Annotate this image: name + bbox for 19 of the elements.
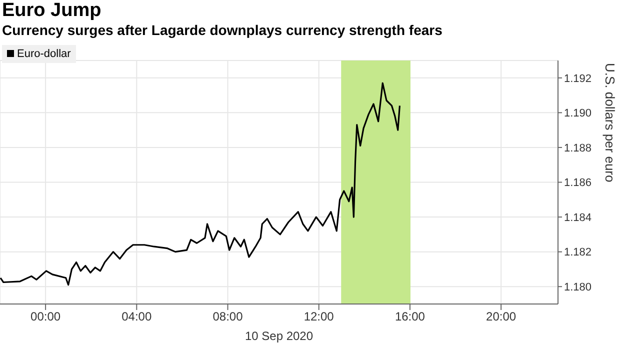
x-tick-label: 00:00	[30, 310, 61, 324]
y-tick-label: 1.190	[564, 108, 592, 120]
line-series	[0, 82, 401, 286]
x-tick-label: 12:00	[304, 310, 334, 324]
y-tick-label: 1.186	[564, 177, 592, 190]
legend-label: Euro-dollar	[16, 48, 71, 60]
x-tick-label: 04:00	[122, 310, 152, 324]
y-tick-label: 1.184	[564, 212, 592, 224]
chart-title: Euro Jump	[2, 0, 102, 22]
x-axis-title: 10 Sep 2020	[244, 329, 314, 343]
y-tick-label: 1.188	[564, 142, 592, 154]
x-tick-label: 08:00	[212, 310, 244, 324]
y-tick-label: 1.180	[564, 282, 592, 294]
y-tick-label: 1.192	[564, 72, 592, 85]
chart-subtitle: Currency surges after Lagarde downplays currency strength fears	[2, 22, 442, 38]
x-tick-label: 20:00	[486, 310, 516, 324]
x-tick-label: 16:00	[394, 310, 426, 324]
y-axis-title: U.S. dollars per euro	[602, 63, 618, 182]
y-tick-label: 1.182	[564, 246, 592, 259]
